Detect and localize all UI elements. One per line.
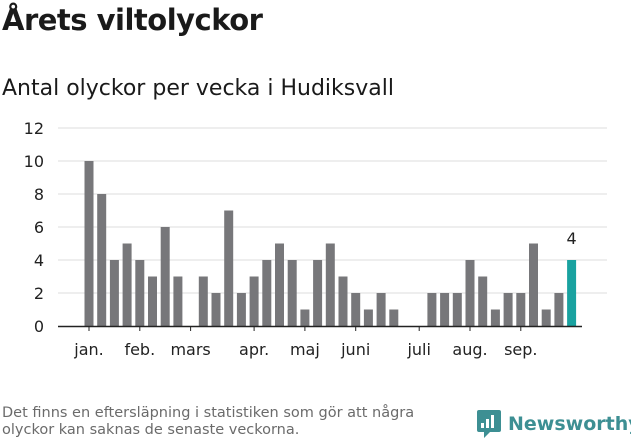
bar-chart: 0 2 4 6 8 10 12 jan. feb. mars apr. maj juni juli aug… — [24, 119, 607, 359]
bar — [109, 260, 119, 326]
month-label: jan. — [73, 340, 103, 359]
bar — [490, 309, 500, 326]
bar — [554, 293, 564, 326]
bar — [262, 260, 272, 326]
bar — [313, 260, 323, 326]
bar — [249, 276, 259, 326]
bar — [275, 243, 284, 326]
bar — [160, 227, 170, 326]
y-tick-label: 8 — [34, 185, 44, 204]
x-axis — [58, 325, 582, 331]
bar — [325, 243, 335, 326]
month-label: juli — [406, 340, 430, 359]
newsworthy-logo-icon — [477, 410, 501, 438]
y-tick-label: 6 — [34, 218, 44, 237]
bar — [338, 276, 348, 326]
bar — [173, 276, 183, 326]
month-label: mars — [170, 340, 210, 359]
chart-title: Årets viltolyckor — [2, 3, 263, 37]
y-tick-label: 0 — [34, 317, 44, 336]
bar — [122, 243, 132, 326]
y-tick-label: 2 — [34, 284, 44, 303]
month-label: sep. — [504, 340, 537, 359]
highlight-bar — [567, 260, 577, 326]
bar — [427, 293, 437, 326]
bar — [198, 276, 208, 326]
bar — [452, 293, 462, 326]
bar — [211, 293, 221, 326]
bar — [516, 293, 526, 326]
bar — [351, 293, 361, 326]
brand-logo: Newsworthy — [476, 409, 631, 439]
y-tick-label: 4 — [34, 251, 44, 270]
x-axis-month-labels: jan. feb. mars apr. maj juni juli aug. sep. — [73, 340, 537, 359]
bar — [135, 260, 145, 326]
bar — [363, 309, 373, 326]
brand-name: Newsworthy — [508, 413, 631, 435]
bar — [300, 309, 310, 326]
bar — [478, 276, 488, 326]
bar — [465, 260, 475, 326]
bar — [224, 210, 234, 326]
month-label: maj — [290, 340, 320, 359]
data-labels: 4 — [567, 229, 577, 248]
y-axis-ticks: 0 2 4 6 8 10 12 — [24, 119, 44, 336]
bars — [84, 161, 577, 326]
bar — [389, 309, 399, 326]
highlight-value-label: 4 — [567, 229, 577, 248]
month-label: juni — [340, 340, 370, 359]
bar — [236, 293, 246, 326]
bar — [503, 293, 513, 326]
bar — [376, 293, 386, 326]
y-tick-label: 10 — [24, 152, 44, 171]
grid-lines — [58, 127, 607, 294]
bar — [541, 309, 551, 326]
month-label: feb. — [124, 340, 155, 359]
y-tick-label: 12 — [24, 119, 44, 138]
bar — [148, 276, 157, 326]
month-label: apr. — [239, 340, 269, 359]
bar — [529, 243, 538, 326]
footnote: Det finns en eftersläpning i statistiken… — [2, 405, 415, 438]
bar — [84, 161, 94, 326]
bar — [97, 194, 107, 326]
bar — [440, 293, 450, 326]
chart-subtitle: Antal olyckor per vecka i Hudiksvall — [2, 76, 394, 101]
bar — [287, 260, 297, 326]
month-label: aug. — [452, 340, 487, 359]
